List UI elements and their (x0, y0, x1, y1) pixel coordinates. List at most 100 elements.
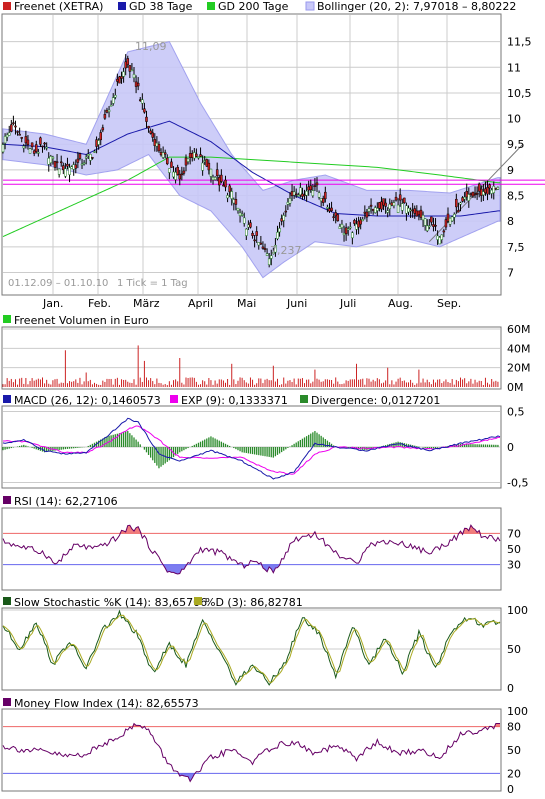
candle-body (70, 166, 73, 169)
price-y-tick: 9,5 (507, 138, 525, 151)
candle-body (126, 58, 130, 65)
candle-body (72, 164, 75, 170)
candle-body (209, 168, 213, 177)
candle-body (409, 209, 412, 212)
osc-y-tick: 50 (507, 744, 521, 757)
candle-body (245, 228, 248, 236)
candle-body (376, 208, 379, 211)
series-icon-gd38 (118, 2, 126, 10)
candle-body (303, 194, 306, 196)
candle-body (378, 202, 381, 209)
candle-body (153, 139, 157, 146)
candle-body (37, 152, 40, 154)
candle-body (369, 204, 373, 207)
candle-body (434, 224, 437, 227)
candle-body (26, 139, 30, 146)
candle-body (95, 139, 98, 147)
month-tick: April (188, 297, 213, 310)
candle-body (118, 76, 121, 84)
candle-body (84, 156, 88, 159)
stoch-y-axis: 100 50 0 (507, 604, 528, 695)
month-tick: März (133, 297, 160, 310)
series-icon-macd (3, 395, 11, 403)
candle-body (386, 210, 389, 213)
candle-body (128, 65, 132, 72)
candle-body (166, 157, 169, 165)
month-tick: Sep. (437, 297, 461, 310)
candle-body (438, 237, 441, 245)
candle-body (161, 152, 165, 158)
volume-y-tick: 0M (507, 381, 524, 394)
candle-body (120, 76, 123, 79)
candle-body (265, 253, 269, 256)
candle-body (10, 124, 13, 132)
candle-body (305, 190, 308, 196)
legend-stoch-k: Slow Stochastic %K (14): 83,65706 (14, 596, 207, 609)
candle-body (448, 217, 452, 225)
candle-body (234, 198, 238, 205)
candle-body (222, 184, 225, 187)
series-icon-stoch-d (194, 597, 202, 605)
candle-body (188, 153, 192, 158)
candle-body (226, 195, 229, 199)
candle-body (39, 137, 42, 145)
candle-body (425, 225, 429, 231)
candle-body (284, 210, 288, 213)
candle-body (74, 164, 78, 169)
candle-body (405, 205, 408, 214)
candle-body (130, 69, 134, 72)
candle-body (236, 207, 240, 211)
candle-body (24, 136, 28, 144)
oversold-fill (3, 773, 500, 782)
candle-body (211, 176, 215, 181)
gd200-line (2, 156, 500, 238)
candle-body (80, 163, 84, 166)
candle-body (336, 214, 340, 222)
candle-body (132, 74, 136, 78)
candle-body (457, 210, 460, 213)
price-y-tick: 7,5 (507, 241, 525, 254)
candle-body (89, 153, 92, 161)
candle-body (91, 157, 94, 159)
legend-stoch-d: %D (3): 86,82781 (205, 596, 303, 609)
candle-body (388, 203, 392, 210)
candle-body (276, 232, 279, 239)
candle-body (390, 202, 394, 206)
legend-mfi: Money Flow Index (14): 82,65573 (14, 697, 199, 710)
price-y-tick: 10 (507, 113, 521, 126)
candle-body (57, 168, 61, 175)
candle-body (147, 125, 150, 129)
candle-body (197, 156, 200, 159)
candle-body (247, 224, 250, 228)
macd-plot (2, 411, 501, 483)
candle-body (49, 156, 53, 164)
candle-body (328, 208, 331, 212)
month-tick: Jan. (42, 297, 63, 310)
candle-body (109, 104, 113, 107)
candle-body (228, 185, 231, 193)
legend-gd38: GD 38 Tage (129, 0, 193, 13)
candle-body (494, 188, 498, 190)
candle-body (43, 142, 46, 145)
series-icon-stoch-k (3, 597, 11, 605)
candle-body (313, 185, 317, 187)
high-annotation: 11,09 (135, 40, 167, 53)
series-icon-divergence (300, 395, 308, 403)
candle-body (455, 198, 458, 208)
candle-body (20, 137, 23, 139)
macd-y-axis: 0,5 0 -0,5 (507, 406, 528, 490)
macd-y-tick: -0,5 (507, 476, 528, 489)
rsi-panel-frame (1, 507, 502, 591)
candle-body (359, 219, 362, 225)
month-tick: Juli (339, 297, 356, 310)
series-icon-bollinger (305, 1, 315, 11)
volume-y-tick: 20M (507, 362, 531, 375)
price-panel-frame (1, 13, 502, 296)
legend-freenet: Freenet (XETRA) (14, 0, 103, 13)
candle-body (1, 144, 5, 153)
candle-body (32, 150, 36, 154)
osc-y-tick: 0 (507, 682, 514, 695)
price-plot (1, 41, 545, 279)
